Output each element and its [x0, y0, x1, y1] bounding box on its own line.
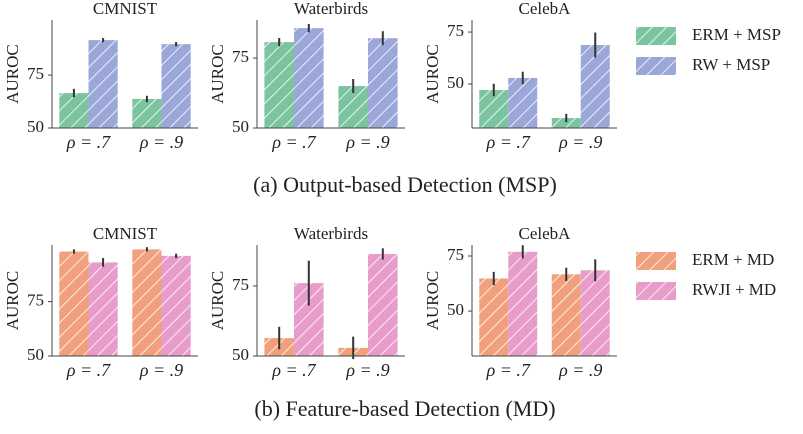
- bar: [132, 98, 162, 128]
- bar: [508, 251, 538, 356]
- caption: (b) Feature-based Detection (MD): [254, 396, 555, 421]
- bar: [161, 44, 191, 129]
- bar: [580, 45, 610, 128]
- bar: [59, 251, 89, 356]
- x-tick-label: ρ = .7: [486, 132, 531, 152]
- y-axis-label: AUROC: [3, 44, 22, 104]
- y-tick-label: 50: [27, 117, 44, 136]
- y-tick-label: 50: [447, 73, 464, 92]
- bar: [508, 77, 538, 128]
- x-tick-label: ρ = .9: [558, 132, 602, 152]
- legend-label: RW + MSP: [692, 55, 770, 74]
- x-tick-label: ρ = .7: [66, 360, 111, 380]
- chart-title: Waterbirds: [294, 0, 368, 18]
- bar: [161, 255, 191, 356]
- bar: [294, 28, 324, 128]
- legend-swatch: [636, 27, 676, 45]
- y-axis-label: AUROC: [208, 44, 227, 104]
- y-axis-label: AUROC: [423, 271, 442, 331]
- x-tick-label: ρ = .9: [139, 360, 183, 380]
- bar: [479, 89, 509, 128]
- chart-title: CMNIST: [93, 0, 158, 18]
- legend-label: ERM + MSP: [692, 25, 781, 44]
- bar: [479, 278, 509, 356]
- legend-label: ERM + MD: [692, 250, 774, 269]
- y-axis-label: AUROC: [208, 271, 227, 331]
- y-tick-label: 75: [27, 64, 44, 83]
- chart-title: CelebA: [519, 0, 572, 18]
- y-tick-label: 50: [232, 117, 249, 136]
- x-tick-label: ρ = .7: [66, 132, 111, 152]
- x-tick-label: ρ = .9: [345, 132, 389, 152]
- bar: [88, 262, 118, 356]
- legend-label: RWJI + MD: [692, 280, 776, 299]
- y-axis-label: AUROC: [3, 271, 22, 331]
- y-tick-label: 75: [232, 47, 249, 66]
- x-tick-label: ρ = .9: [139, 132, 183, 152]
- y-tick-label: 75: [447, 245, 464, 264]
- legend-swatch: [636, 282, 676, 300]
- x-tick-label: ρ = .7: [271, 360, 316, 380]
- chart-title: CMNIST: [93, 224, 158, 243]
- x-tick-label: ρ = .9: [558, 360, 602, 380]
- bar: [368, 38, 398, 129]
- chart-title: Waterbirds: [294, 224, 368, 243]
- bar: [551, 274, 581, 356]
- y-tick-label: 50: [447, 300, 464, 319]
- x-tick-label: ρ = .7: [271, 132, 316, 152]
- chart-title: CelebA: [519, 224, 572, 243]
- y-axis-label: AUROC: [423, 44, 442, 104]
- y-tick-label: 50: [232, 345, 249, 364]
- bar: [580, 270, 610, 356]
- bar: [132, 249, 162, 356]
- legend-swatch: [636, 252, 676, 270]
- caption: (a) Output-based Detection (MSP): [253, 172, 557, 197]
- bar: [368, 253, 398, 356]
- bar: [59, 93, 89, 128]
- y-tick-label: 75: [447, 21, 464, 40]
- y-tick-label: 75: [232, 275, 249, 294]
- x-tick-label: ρ = .7: [486, 360, 531, 380]
- y-tick-label: 50: [27, 345, 44, 364]
- legend-swatch: [636, 57, 676, 75]
- x-tick-label: ρ = .9: [345, 360, 389, 380]
- y-tick-label: 75: [27, 290, 44, 309]
- bar: [264, 42, 294, 129]
- bar: [88, 40, 118, 128]
- bar: [551, 118, 581, 128]
